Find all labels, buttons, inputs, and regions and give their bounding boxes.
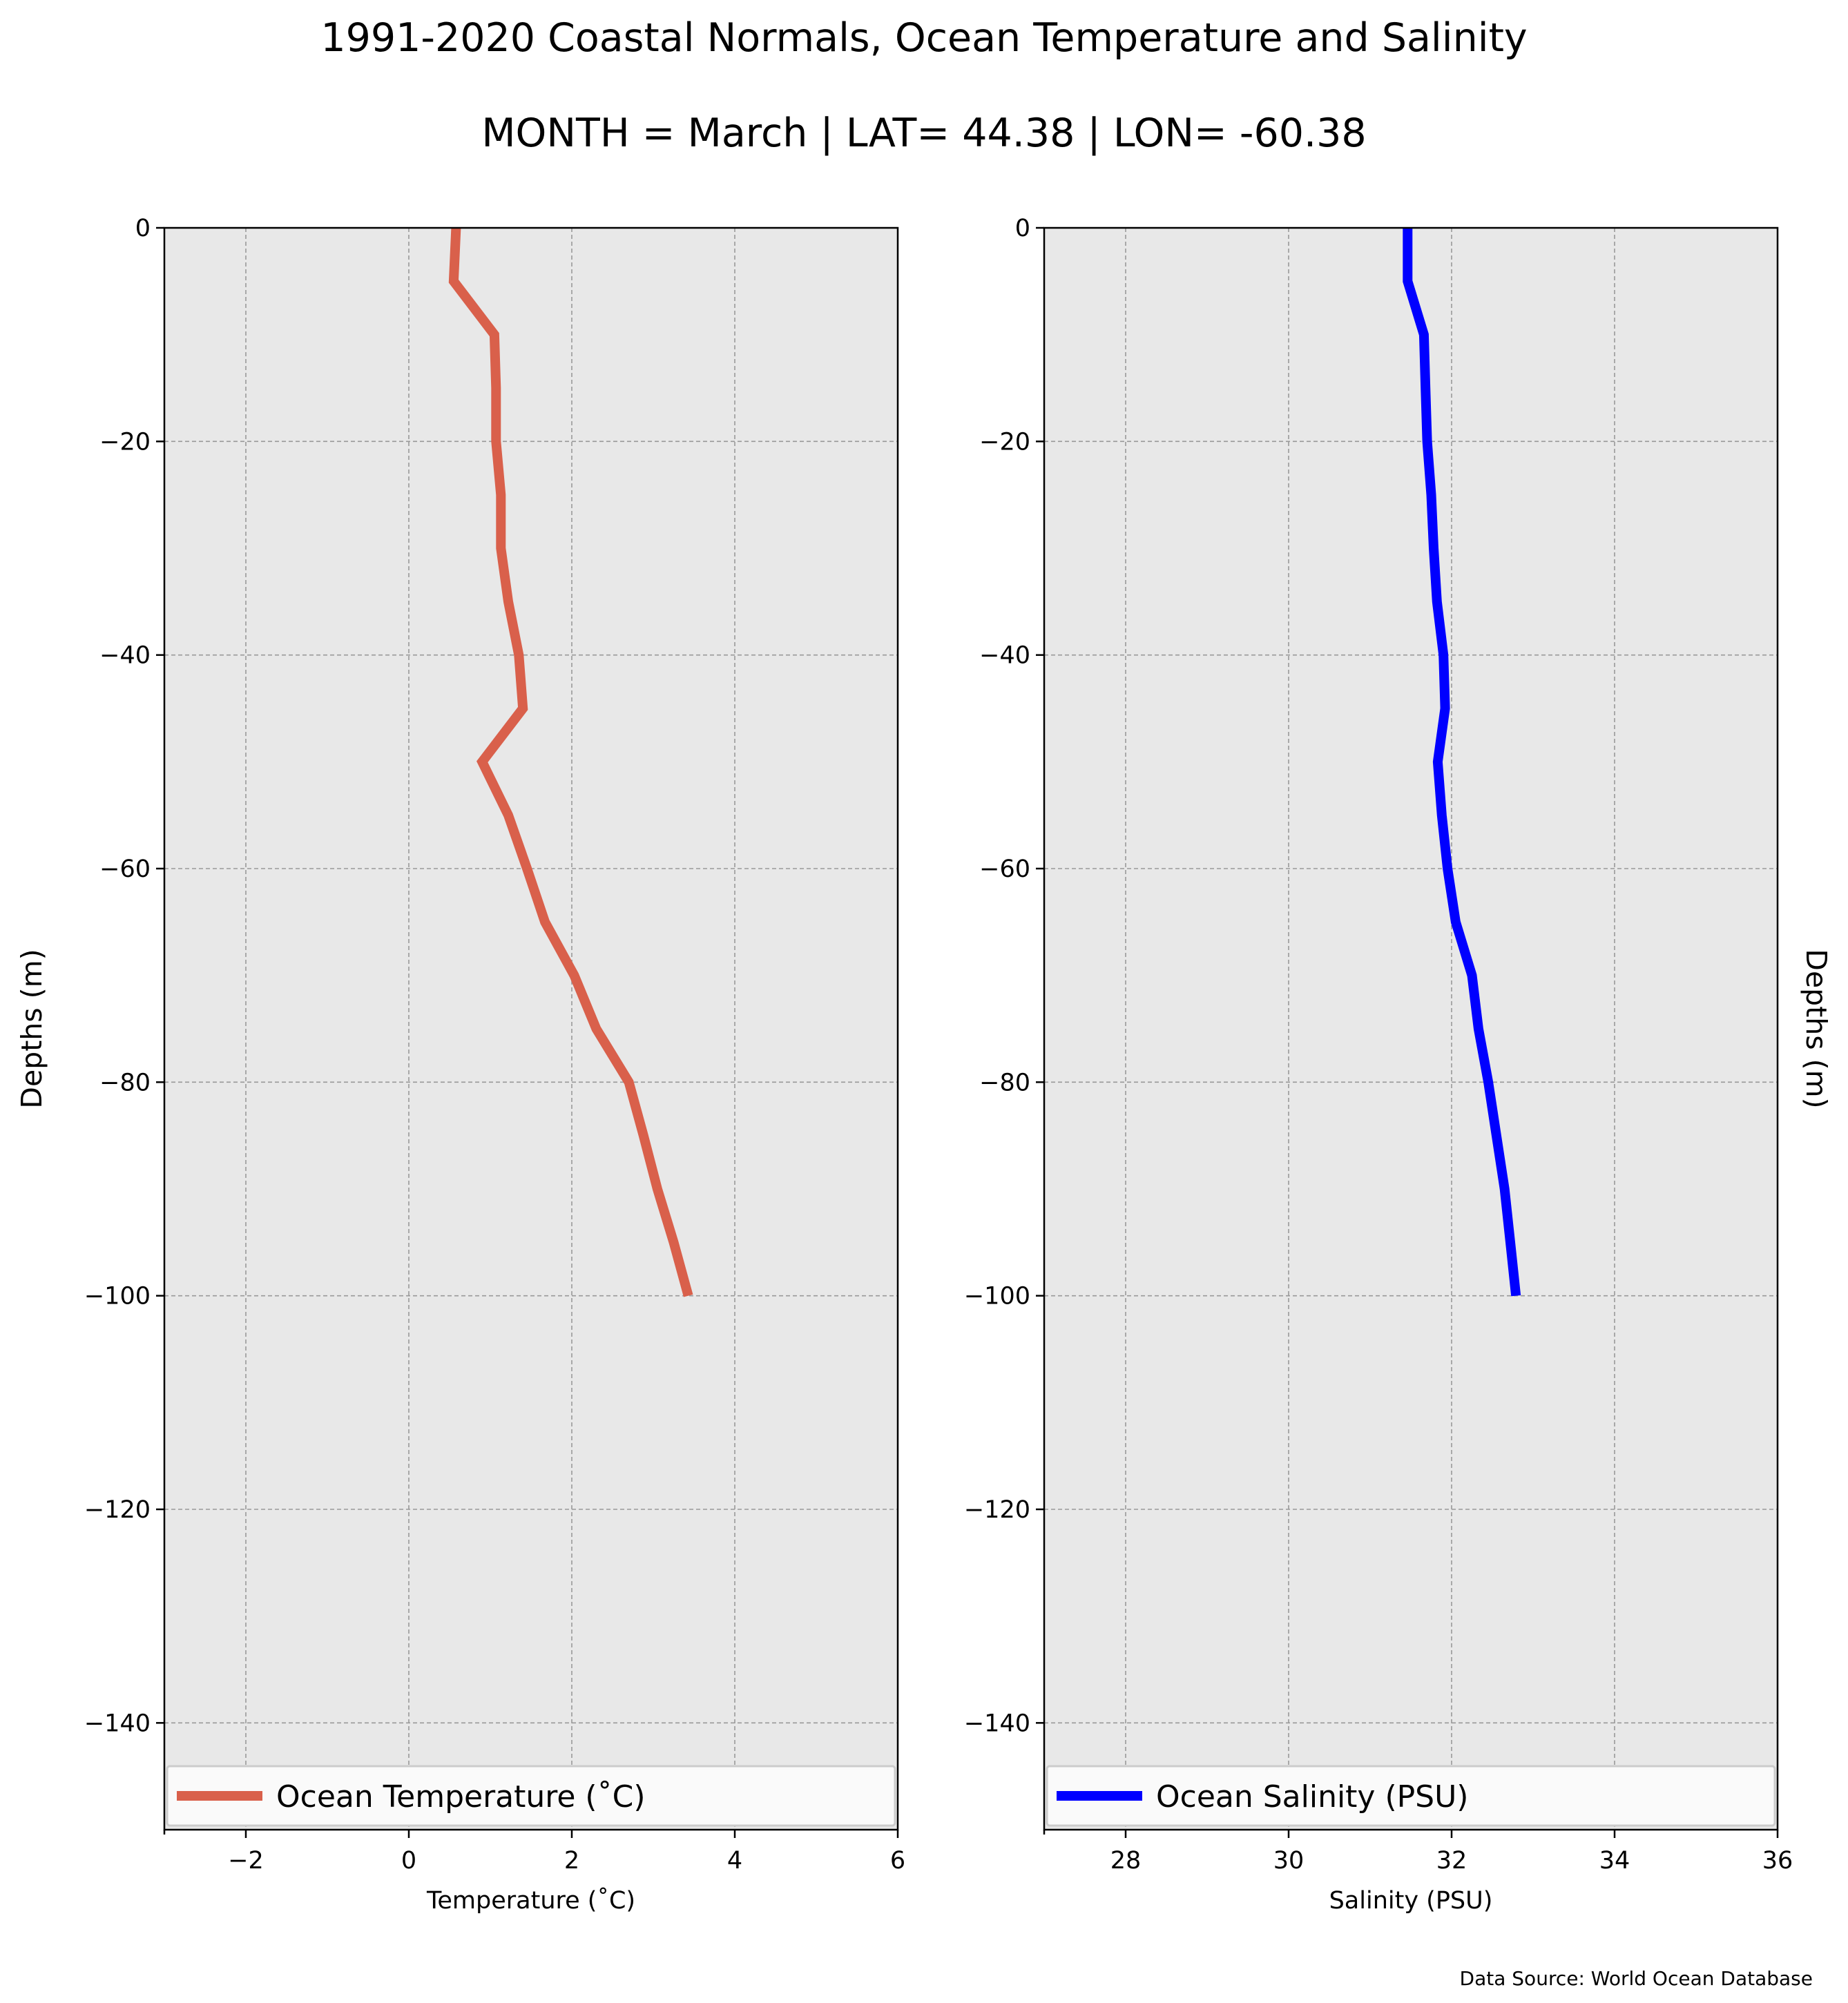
temperature-xtick-label: −2 xyxy=(228,1847,264,1875)
salinity-xtick-label: 32 xyxy=(1436,1847,1467,1875)
salinity-yaxis-label: Depths (m) xyxy=(1800,949,1833,1108)
temperature-xtick-label: 2 xyxy=(564,1847,579,1875)
salinity-xtick-label: 36 xyxy=(1762,1847,1793,1875)
temperature-ytick-label: −20 xyxy=(99,428,151,456)
salinity-ytick-label: −60 xyxy=(979,855,1030,883)
temperature-ytick-label: −140 xyxy=(84,1710,151,1737)
salinity-xaxis-label: Salinity (PSU) xyxy=(1329,1887,1493,1915)
salinity-plot-area xyxy=(1044,228,1778,1830)
data-source-note: Data Source: World Ocean Database xyxy=(1460,1967,1813,1990)
salinity-ytick-label: 0 xyxy=(1015,215,1030,242)
temperature-legend xyxy=(166,1765,896,1827)
temperature-xtick-label: 0 xyxy=(401,1847,416,1875)
salinity-legend-label: Ocean Salinity (PSU) xyxy=(1156,1779,1468,1815)
salinity-xtick-label: 28 xyxy=(1110,1847,1142,1875)
salinity-ytick-label: −80 xyxy=(979,1069,1030,1096)
temperature-series-line xyxy=(448,227,693,1297)
temperature-xaxis-label: Temperature (˚C) xyxy=(426,1886,635,1915)
salinity-ytick-label: −20 xyxy=(979,428,1030,456)
salinity-axes-frame xyxy=(1043,226,1779,1831)
temperature-ytick-label: −40 xyxy=(99,642,151,670)
salinity-xtick-label: 34 xyxy=(1599,1847,1630,1875)
temperature-plot-area xyxy=(164,228,898,1830)
temperature-axes-frame xyxy=(163,226,899,1831)
salinity-ytick-label: −140 xyxy=(964,1710,1030,1737)
temperature-ytick-label: −80 xyxy=(99,1069,151,1096)
temperature-panel: Ocean Temperature (˚C)0−20−40−60−80−100−… xyxy=(15,215,905,1915)
salinity-ytick-label: −40 xyxy=(979,642,1030,670)
temperature-yaxis-label: Depths (m) xyxy=(15,949,48,1108)
temperature-legend-label: Ocean Temperature (˚C) xyxy=(276,1779,646,1815)
temperature-ytick-label: −60 xyxy=(99,855,151,883)
salinity-panel: Ocean Salinity (PSU) 0 −20 −40 −60 −80 −100 −12… xyxy=(964,215,1833,1915)
temperature-ytick-label: −120 xyxy=(84,1496,151,1524)
figure-subtitle: MONTH = March | LAT= 44.38 | LON= -60.38 xyxy=(481,110,1366,156)
figure-title: 1991-2020 Coastal Normals, Ocean Tempera… xyxy=(320,15,1527,61)
salinity-ytick-label: −100 xyxy=(964,1283,1030,1310)
temperature-xtick-label: 4 xyxy=(727,1847,742,1875)
salinity-ytick-label: −120 xyxy=(964,1496,1030,1524)
salinity-legend xyxy=(1046,1765,1776,1827)
salinity-xtick-label: 30 xyxy=(1273,1847,1305,1875)
temperature-ytick-label: −100 xyxy=(84,1283,151,1310)
salinity-series-line xyxy=(1403,228,1521,1297)
temperature-xtick-label: 6 xyxy=(890,1847,905,1875)
temperature-ytick-label: 0 xyxy=(135,215,151,242)
